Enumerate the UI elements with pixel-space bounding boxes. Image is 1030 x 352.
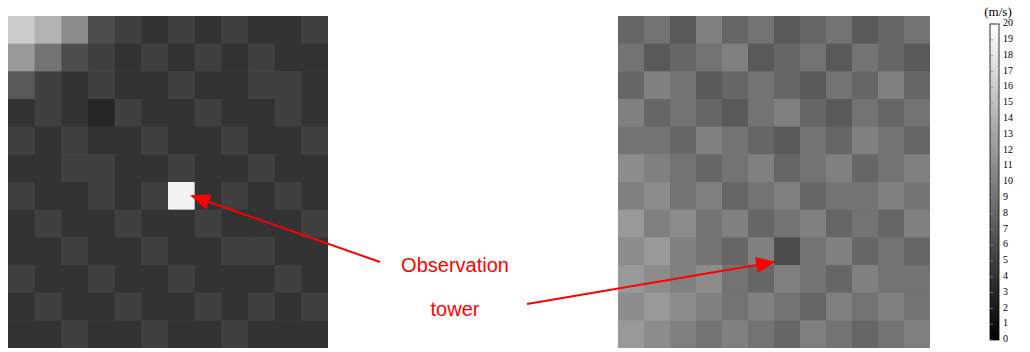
svg-text:10: 10 [1003, 175, 1013, 186]
svg-text:15: 15 [1003, 96, 1013, 107]
svg-text:9: 9 [1003, 191, 1008, 202]
svg-text:11: 11 [1003, 159, 1013, 170]
svg-text:6: 6 [1003, 238, 1008, 249]
svg-text:tower: tower [431, 298, 480, 320]
svg-text:0: 0 [1003, 333, 1008, 344]
svg-text:20: 20 [1003, 17, 1013, 28]
svg-text:17: 17 [1003, 65, 1013, 76]
svg-text:1: 1 [1003, 317, 1008, 328]
svg-text:(m/s): (m/s) [984, 4, 1012, 19]
svg-text:2: 2 [1003, 302, 1008, 313]
svg-text:Observation: Observation [401, 254, 509, 276]
svg-text:7: 7 [1003, 223, 1008, 234]
svg-text:4: 4 [1003, 270, 1008, 281]
svg-text:18: 18 [1003, 49, 1013, 60]
svg-text:14: 14 [1003, 112, 1013, 123]
svg-text:8: 8 [1003, 207, 1008, 218]
svg-text:19: 19 [1003, 33, 1013, 44]
svg-text:5: 5 [1003, 254, 1008, 265]
svg-text:3: 3 [1003, 286, 1008, 297]
svg-text:12: 12 [1003, 144, 1013, 155]
svg-text:13: 13 [1003, 128, 1013, 139]
svg-text:16: 16 [1003, 80, 1013, 91]
